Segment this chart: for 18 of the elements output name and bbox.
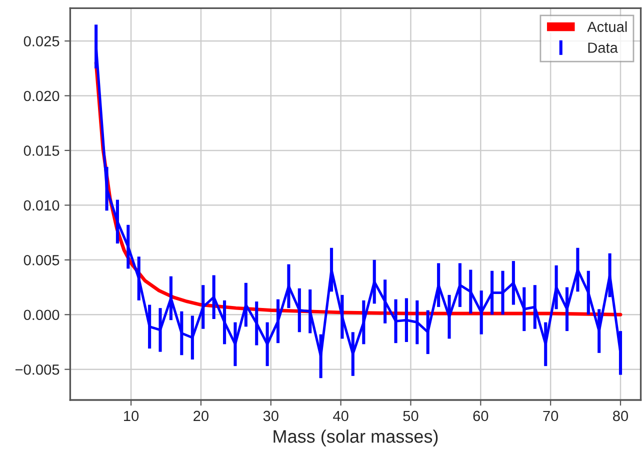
y-tick-label: 0.010 — [24, 200, 60, 211]
y-tick-label: 0.000 — [24, 310, 60, 320]
x-axis-title: Mass (solar masses) — [274, 430, 438, 446]
legend-label: Actual — [587, 21, 627, 32]
y-tick-label: 0.005 — [24, 255, 60, 266]
x-tick-label: 50 — [403, 410, 418, 422]
x-tick-label: 70 — [543, 410, 558, 422]
x-tick-label: 60 — [473, 410, 488, 422]
legend-label: Data — [588, 42, 618, 53]
y-tick-label: −0.005 — [15, 364, 60, 375]
y-tick-label: 0.025 — [24, 36, 60, 46]
x-tick-label: 10 — [124, 410, 139, 422]
x-tick-label: 20 — [194, 410, 208, 422]
y-tick-label: 0.020 — [24, 90, 60, 102]
y-tick-label: 0.015 — [24, 146, 60, 156]
x-tick-label: 30 — [263, 410, 278, 422]
x-tick-label: 80 — [613, 410, 628, 422]
x-tick-label: 40 — [333, 410, 348, 422]
